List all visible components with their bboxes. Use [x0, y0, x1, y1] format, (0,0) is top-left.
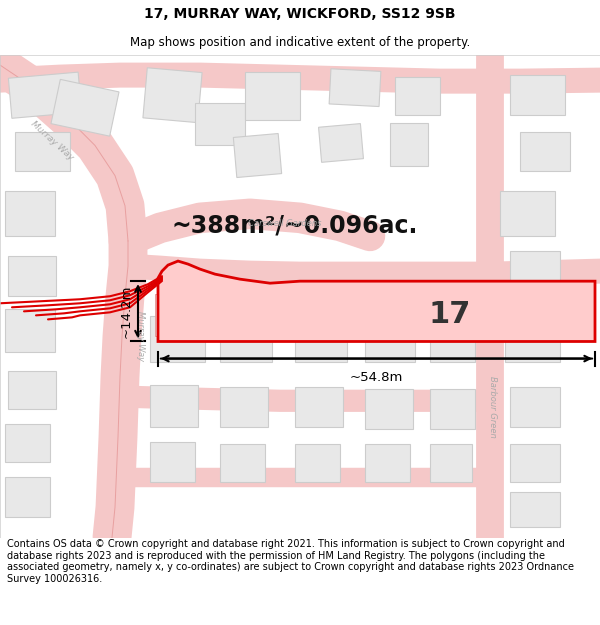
Polygon shape: [395, 77, 440, 115]
Polygon shape: [365, 316, 415, 362]
Polygon shape: [220, 387, 268, 427]
Polygon shape: [390, 283, 435, 321]
Text: ~14.2m: ~14.2m: [120, 284, 133, 338]
Polygon shape: [390, 123, 428, 166]
Polygon shape: [150, 442, 195, 483]
Polygon shape: [505, 319, 560, 362]
Polygon shape: [15, 132, 70, 171]
Polygon shape: [5, 424, 50, 462]
Polygon shape: [510, 387, 560, 427]
Polygon shape: [195, 103, 245, 146]
Polygon shape: [295, 444, 340, 483]
Polygon shape: [520, 132, 570, 171]
Text: Contains OS data © Crown copyright and database right 2021. This information is : Contains OS data © Crown copyright and d…: [7, 539, 574, 584]
Polygon shape: [5, 191, 55, 236]
Text: Carswell Gardens: Carswell Gardens: [248, 219, 322, 228]
Polygon shape: [365, 444, 410, 483]
Polygon shape: [430, 316, 475, 362]
Text: 17, MURRAY WAY, WICKFORD, SS12 9SB: 17, MURRAY WAY, WICKFORD, SS12 9SB: [144, 7, 456, 21]
Polygon shape: [365, 389, 413, 429]
Polygon shape: [8, 256, 56, 296]
Polygon shape: [220, 316, 272, 362]
Polygon shape: [245, 72, 300, 121]
Polygon shape: [510, 444, 560, 483]
Polygon shape: [329, 69, 381, 106]
Polygon shape: [8, 72, 82, 118]
Polygon shape: [295, 316, 347, 362]
Polygon shape: [150, 385, 198, 427]
Polygon shape: [510, 75, 565, 115]
Polygon shape: [8, 371, 56, 409]
Text: Murray Way: Murray Way: [29, 119, 75, 162]
Polygon shape: [150, 316, 205, 362]
Text: ~388m²/~0.096ac.: ~388m²/~0.096ac.: [172, 214, 418, 238]
Polygon shape: [158, 261, 595, 341]
Polygon shape: [5, 478, 50, 518]
Polygon shape: [500, 191, 555, 236]
Polygon shape: [510, 251, 560, 286]
Text: Murray Way: Murray Way: [136, 311, 145, 361]
Text: Map shows position and indicative extent of the property.: Map shows position and indicative extent…: [130, 36, 470, 49]
Polygon shape: [143, 68, 202, 122]
Polygon shape: [233, 134, 281, 178]
Polygon shape: [155, 294, 205, 336]
Polygon shape: [295, 387, 343, 427]
Polygon shape: [510, 492, 560, 528]
Polygon shape: [220, 444, 265, 483]
Text: 17: 17: [429, 300, 471, 329]
Polygon shape: [51, 79, 119, 136]
Text: ~54.8m: ~54.8m: [350, 371, 403, 384]
Polygon shape: [5, 309, 55, 351]
Polygon shape: [430, 389, 475, 429]
Polygon shape: [430, 444, 472, 483]
Polygon shape: [319, 124, 364, 162]
Text: Barbour Green: Barbour Green: [487, 376, 497, 438]
